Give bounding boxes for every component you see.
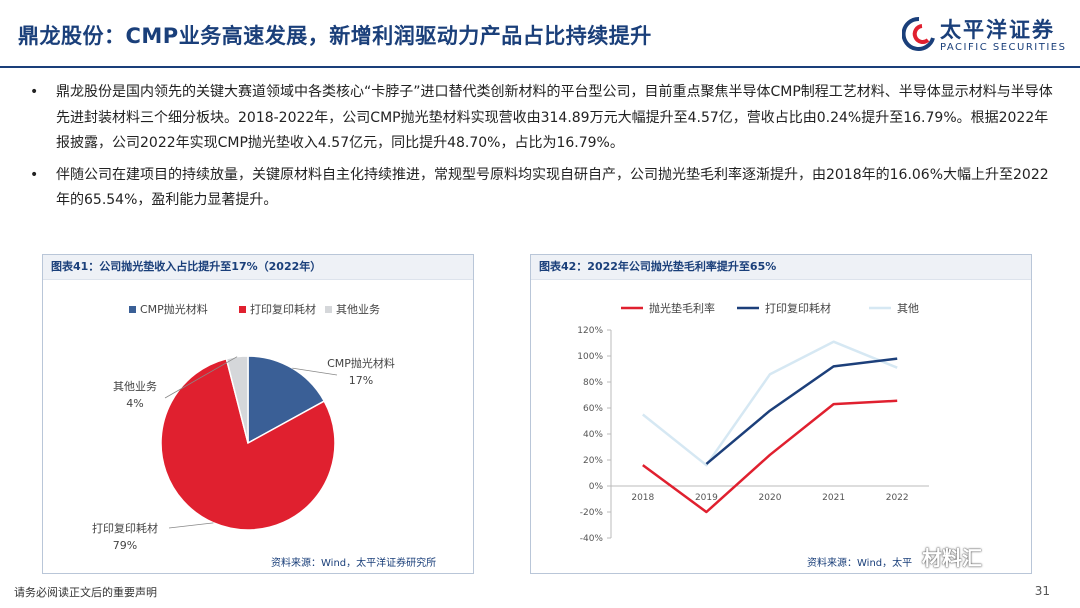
pie-chart: CMP抛光材料 打印复印耗材 其他业务CMP抛光材料17%打印复印耗材79%其他业务… bbox=[92, 302, 395, 552]
legend-label: 打印复印耗材 bbox=[765, 301, 831, 315]
y-tick-label: 60% bbox=[583, 404, 603, 414]
legend-label: 其他业务 bbox=[336, 303, 380, 316]
pie-label: CMP抛光材料 bbox=[327, 356, 395, 370]
legend-label: 打印复印耗材 bbox=[250, 302, 316, 316]
chart-source: 资料来源：Wind，太平洋证券研究所 bbox=[271, 558, 437, 569]
y-tick-label: 40% bbox=[583, 430, 603, 440]
y-tick-label: 120% bbox=[577, 326, 603, 336]
disclaimer: 请务必阅读正文后的重要声明 bbox=[14, 586, 157, 599]
pie-slice bbox=[225, 355, 249, 444]
y-tick-label: 100% bbox=[577, 352, 603, 362]
series-line bbox=[705, 357, 898, 465]
legend-label: 其他 bbox=[897, 302, 919, 315]
x-tick-label: 2019 bbox=[695, 493, 718, 503]
series-line bbox=[642, 399, 898, 514]
bullet-text: 伴随公司在建项目的持续放量，关键原材料自主化持续推进，常规型号原料均实现自研自产… bbox=[56, 166, 1049, 209]
legend-swatch bbox=[325, 306, 332, 313]
legend-label: 抛光垫毛利率 bbox=[649, 301, 715, 315]
y-tick-label: 80% bbox=[583, 378, 603, 388]
legend-swatch bbox=[239, 306, 246, 313]
pie-label: 打印复印耗材 bbox=[92, 521, 158, 535]
bullet-mark: • bbox=[30, 166, 39, 183]
bullet-item: • 伴随公司在建项目的持续放量，关键原材料自主化持续推进，常规型号原料均实现自研… bbox=[26, 163, 1060, 214]
y-tick-label: 0% bbox=[589, 482, 604, 492]
bullet-item: • 鼎龙股份是国内领先的关键大赛道领域中各类核心“卡脖子”进口替代类创新材料的平… bbox=[26, 80, 1060, 157]
chart-source: 资料来源：Wind，太平 bbox=[807, 558, 913, 569]
pie-value-label: 79% bbox=[113, 539, 137, 552]
leader-line bbox=[292, 367, 338, 376]
x-tick-label: 2022 bbox=[886, 493, 909, 503]
y-tick-label: -20% bbox=[580, 508, 604, 518]
pie-slice bbox=[160, 357, 336, 531]
logo-emblem-icon bbox=[902, 16, 935, 51]
leader-line bbox=[164, 356, 238, 399]
header-divider bbox=[0, 66, 1080, 68]
line-chart: 抛光垫毛利率 打印复印耗材 其他 120% 100% 80% 60% 40% 20% 0% -20%… bbox=[577, 301, 929, 544]
x-tick-label: 2020 bbox=[759, 493, 782, 503]
y-tick-label: 20% bbox=[583, 456, 603, 466]
watermark: 材料汇 bbox=[922, 546, 982, 570]
series-line bbox=[642, 340, 898, 467]
chart-panel-line: 图表42：2022年公司抛光垫毛利率提升至65% 抛光垫毛利率 打印复印耗材 其他 1… bbox=[530, 254, 1032, 574]
pie-value-label: 4% bbox=[126, 397, 143, 410]
leader-line bbox=[168, 522, 214, 529]
legend-swatch bbox=[129, 306, 136, 313]
legend-label: CMP抛光材料 bbox=[140, 302, 208, 316]
pie-label: 其他业务 bbox=[113, 380, 157, 393]
body-text: • 鼎龙股份是国内领先的关键大赛道领域中各类核心“卡脖子”进口替代类创新材料的平… bbox=[26, 80, 1060, 220]
page-title: 鼎龙股份：CMP业务高速发展，新增利润驱动力产品占比持续提升 bbox=[18, 24, 652, 48]
bullet-text: 鼎龙股份是国内领先的关键大赛道领域中各类核心“卡脖子”进口替代类创新材料的平台型… bbox=[56, 84, 1053, 151]
chart-title: 图表41：公司抛光垫收入占比提升至17%（2022年） bbox=[43, 255, 473, 280]
page-number: 31 bbox=[1034, 584, 1050, 598]
logo-text-en: PACIFIC SECURITIES bbox=[940, 42, 1067, 53]
brand-logo: 太平洋证券 PACIFIC SECURITIES bbox=[902, 12, 1072, 60]
pie-value-label: 17% bbox=[349, 374, 373, 387]
chart-title: 图表42：2022年公司抛光垫毛利率提升至65% bbox=[531, 255, 1031, 280]
logo-text-cn: 太平洋证券 bbox=[940, 18, 1055, 42]
bullet-mark: • bbox=[30, 84, 39, 100]
x-tick-label: 2021 bbox=[822, 493, 845, 503]
y-tick-label: -40% bbox=[580, 534, 604, 544]
chart-panel-pie: 图表41：公司抛光垫收入占比提升至17%（2022年） CMP抛光材料打印复印耗… bbox=[42, 254, 474, 574]
x-tick-label: 2018 bbox=[631, 493, 654, 503]
